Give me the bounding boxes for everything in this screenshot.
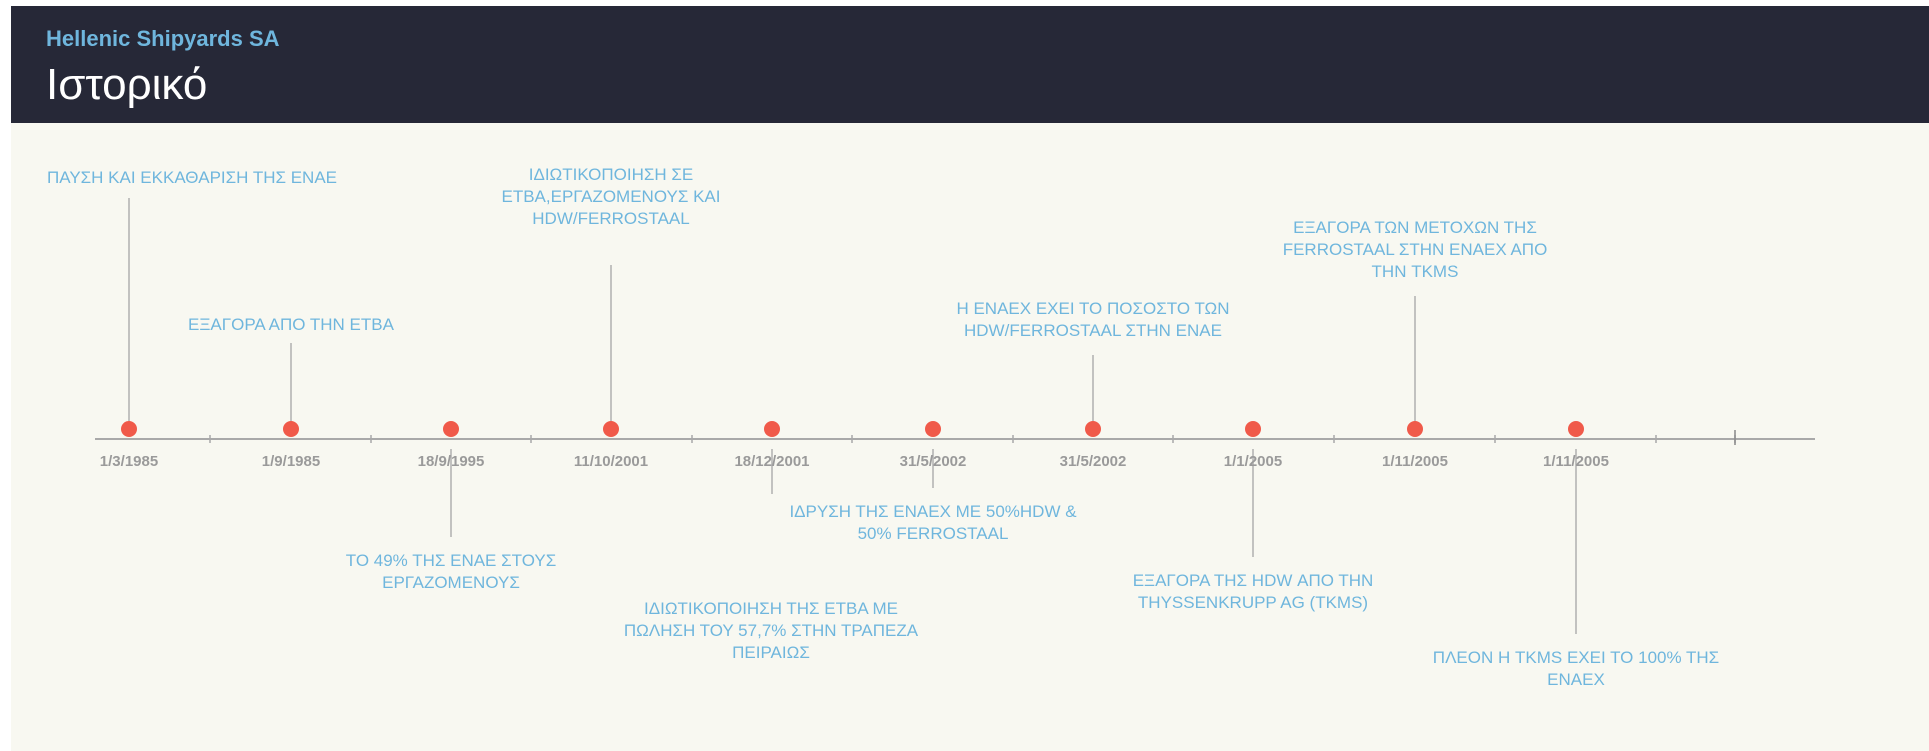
event-description-line: HDW/FERROSTAAL [532, 209, 689, 228]
event-description-line: Η ΕΝΑΕΧ ΕΧΕΙ ΤΟ ΠΟΣΟΣΤΟ ΤΩΝ [956, 299, 1229, 318]
event-marker [1407, 421, 1423, 437]
event-description: ΕΞΑΓΟΡΑ ΑΠΟ ΤΗΝ ΕΤΒΑ [188, 315, 395, 334]
event-date: 18/12/2001 [734, 453, 809, 470]
event-marker [925, 421, 941, 437]
event-date: 1/9/1985 [262, 453, 320, 470]
event-description-line: ΙΔΡΥΣΗ ΤΗΣ ΕΝΑΕΧ ΜΕ 50%HDW & [789, 502, 1077, 521]
event-description: ΙΔΙΩΤΙΚΟΠΟΙΗΣΗ ΣΕ ΕΤΒΑ,ΕΡΓΑΖΟΜΕΝΟΥΣ ΚΑΙ HD… [502, 165, 721, 228]
event-description-line: ΕΞΑΓΟΡΑ ΤΩΝ ΜΕΤΟΧΩΝ ΤΗΣ [1293, 218, 1537, 237]
page-title: Ιστορικό [46, 60, 208, 109]
event-description-line: HDW/FERROSTAAL ΣΤΗΝ ΕΝΑΕ [964, 321, 1222, 340]
event-marker [283, 421, 299, 437]
event-marker [1245, 421, 1261, 437]
timeline-canvas [11, 123, 1929, 751]
event-description: ΤΟ 49% ΤΗΣ ΕΝΑΕ ΣΤΟΥΣ ΕΡΓΑΖΟΜΕΝΟΥΣ [346, 551, 556, 592]
event-date: 1/3/1985 [100, 453, 158, 470]
event-description-line: ΕΝΑΕΧ [1547, 670, 1605, 689]
event-description-line: FERROSTAAL ΣΤΗΝ ΕΝΑΕΧ ΑΠΟ [1283, 240, 1548, 259]
event-marker [603, 421, 619, 437]
event-date: 1/1/2005 [1224, 453, 1282, 470]
event-marker [443, 421, 459, 437]
event-description-line: ΠΩΛΗΣΗ ΤΟΥ 57,7% ΣΤΗΝ ΤΡΑΠΕΖΑ [624, 621, 919, 640]
event-date: 18/9/1995 [418, 453, 485, 470]
event-description-line: ΠΑΥΣΗ ΚΑΙ ΕΚΚΑΘΑΡΙΣΗ ΤΗΣ ΕΝΑΕ [47, 168, 337, 187]
event-date: 31/5/2002 [1060, 453, 1127, 470]
company-name: Hellenic Shipyards SA [46, 26, 280, 51]
event-description: Η ΕΝΑΕΧ ΕΧΕΙ ΤΟ ΠΟΣΟΣΤΟ ΤΩΝ HDW/FERROSTAA… [956, 299, 1229, 340]
event-marker [764, 421, 780, 437]
event-marker [121, 421, 137, 437]
event-description-line: ΤΟ 49% ΤΗΣ ΕΝΑΕ ΣΤΟΥΣ [346, 551, 556, 570]
event-description-line: ΠΛΕΟΝ Η TKMS ΕΧΕΙ ΤΟ 100% ΤΗΣ [1433, 648, 1719, 667]
event-description-line: ΕΞΑΓΟΡΑ ΤΗΣ HDW ΑΠΟ ΤΗΝ [1133, 571, 1374, 590]
event-description: ΙΔΙΩΤΙΚΟΠΟΙΗΣΗ ΤΗΣ ΕΤΒΑ ΜΕ ΠΩΛΗΣΗ ΤΟΥ 57,… [624, 599, 919, 662]
event-date: 11/10/2001 [574, 453, 648, 470]
event-date: 1/11/2005 [1543, 453, 1609, 470]
event-description: ΕΞΑΓΟΡΑ ΤΗΣ HDW ΑΠΟ ΤΗΝ THYSSENKRUPP AG (… [1133, 571, 1374, 612]
event-description-line: ΙΔΙΩΤΙΚΟΠΟΙΗΣΗ ΣΕ [529, 165, 694, 184]
event-marker [1568, 421, 1584, 437]
event-description-line: ΕΡΓΑΖΟΜΕΝΟΥΣ [382, 573, 520, 592]
event-description: ΠΑΥΣΗ ΚΑΙ ΕΚΚΑΘΑΡΙΣΗ ΤΗΣ ΕΝΑΕ [47, 168, 337, 187]
event-description-line: ΕΤΒΑ,ΕΡΓΑΖΟΜΕΝΟΥΣ ΚΑΙ [502, 187, 721, 206]
event-description-line: THYSSENKRUPP AG (TKMS) [1138, 593, 1368, 612]
event-marker [1085, 421, 1101, 437]
event-description: ΠΛΕΟΝ Η TKMS ΕΧΕΙ ΤΟ 100% ΤΗΣ ΕΝΑΕΧ [1433, 648, 1719, 689]
event-description: ΙΔΡΥΣΗ ΤΗΣ ΕΝΑΕΧ ΜΕ 50%HDW & 50% FERROSTA… [789, 502, 1077, 543]
event-description-line: 50% FERROSTAAL [858, 524, 1009, 543]
event-date: 31/5/2002 [900, 453, 967, 470]
event-description-line: ΤΗΝ TKMS [1372, 262, 1459, 281]
event-description-line: ΕΞΑΓΟΡΑ ΑΠΟ ΤΗΝ ΕΤΒΑ [188, 315, 395, 334]
header-bar [11, 6, 1929, 123]
event-description: ΕΞΑΓΟΡΑ ΤΩΝ ΜΕΤΟΧΩΝ ΤΗΣ FERROSTAAL ΣΤΗΝ Ε… [1283, 218, 1548, 281]
event-description-line: ΠΕΙΡΑΙΩΣ [732, 643, 810, 662]
event-description-line: ΙΔΙΩΤΙΚΟΠΟΙΗΣΗ ΤΗΣ ΕΤΒΑ ΜΕ [644, 599, 898, 618]
event-date: 1/11/2005 [1382, 453, 1448, 470]
